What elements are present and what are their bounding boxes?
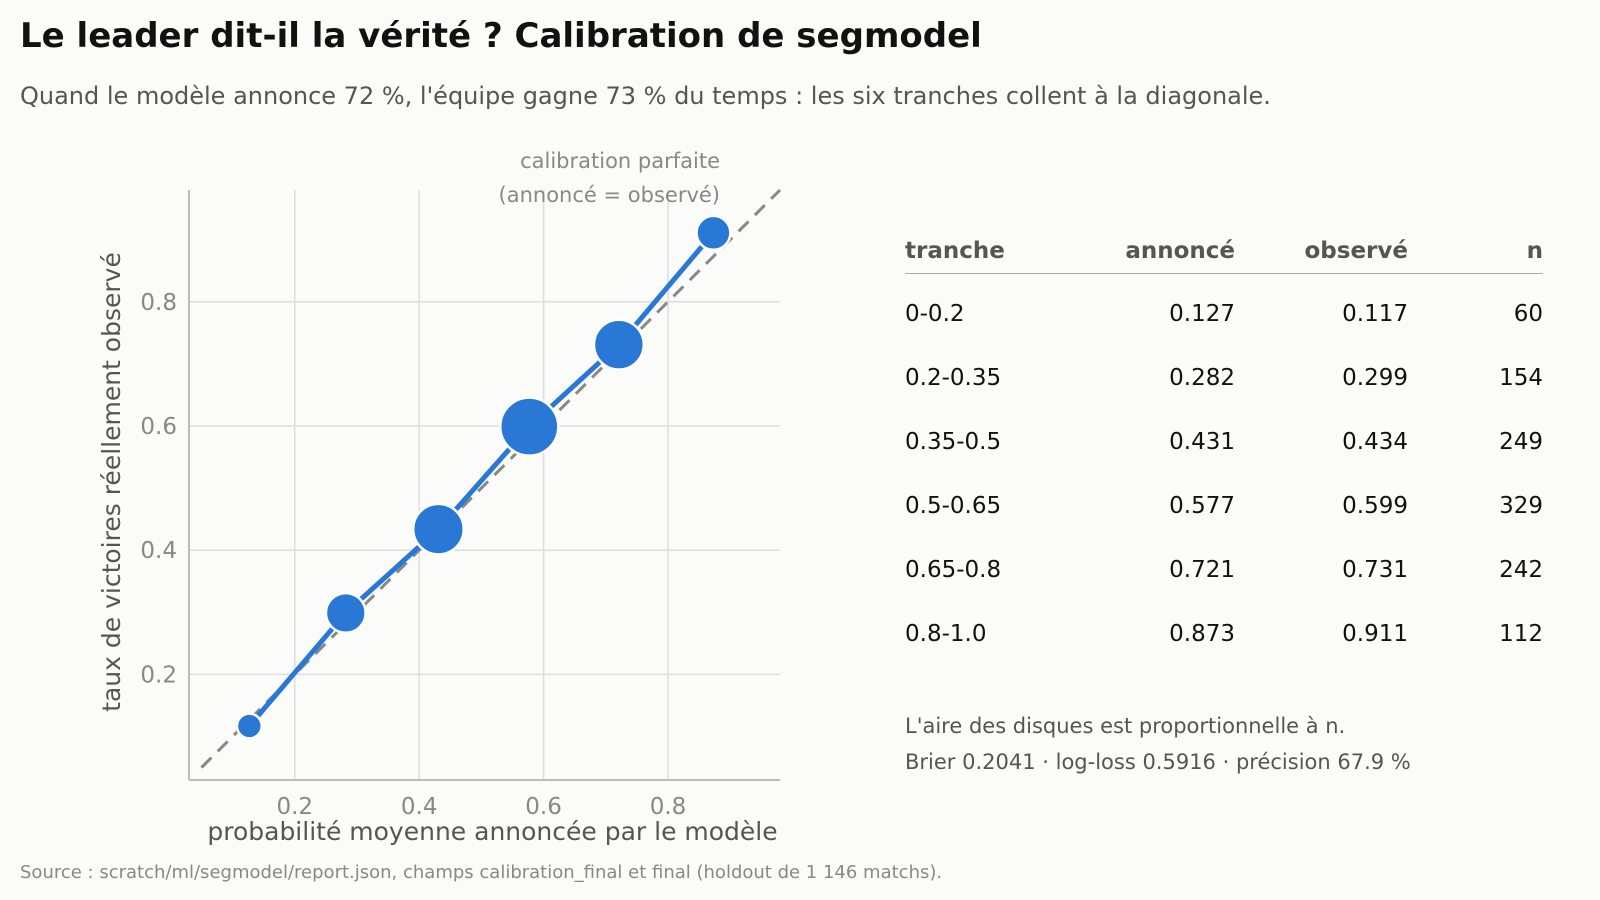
cell-announced: 0.721 — [1169, 557, 1235, 583]
calibration-point — [499, 396, 560, 457]
cell-tranche: 0.35-0.5 — [905, 429, 1002, 455]
table-row: 0.5-0.65 0.577 0.599 329 — [905, 474, 1543, 538]
cell-n: 329 — [1499, 493, 1543, 519]
cell-n: 112 — [1499, 621, 1543, 647]
diagonal-label-line1: calibration parfaite — [520, 149, 720, 173]
cell-tranche: 0.8-1.0 — [905, 621, 987, 647]
cell-n: 154 — [1499, 365, 1543, 391]
cell-n: 249 — [1499, 429, 1543, 455]
calibration-point — [411, 502, 465, 556]
cell-observed: 0.599 — [1342, 493, 1408, 519]
cell-observed: 0.434 — [1342, 429, 1408, 455]
cell-announced: 0.431 — [1169, 429, 1235, 455]
cell-announced: 0.577 — [1169, 493, 1235, 519]
chart-title: Le leader dit-il la vérité ? Calibration… — [20, 16, 982, 56]
header-announced: annoncé — [1125, 238, 1235, 264]
cell-tranche: 0.5-0.65 — [905, 493, 1002, 519]
header-tranche: tranche — [905, 238, 1005, 264]
y-tick-label: 0.6 — [140, 414, 177, 440]
cell-observed: 0.299 — [1342, 365, 1408, 391]
cell-observed: 0.911 — [1342, 621, 1408, 647]
cell-n: 60 — [1513, 301, 1543, 327]
calibration-point — [324, 591, 367, 635]
source-note: Source : scratch/ml/segmodel/report.json… — [20, 862, 943, 883]
diagonal-label-line2: (annoncé = observé) — [499, 183, 720, 207]
cell-announced: 0.873 — [1169, 621, 1235, 647]
chart-subtitle: Quand le modèle annonce 72 %, l'équipe g… — [20, 82, 1271, 110]
calibration-chart: 0.2 0.4 0.6 0.8 0.2 0.4 0.6 0.8 calibration par… — [97, 149, 782, 846]
calibration-point — [592, 318, 646, 371]
table-row: 0.2-0.35 0.282 0.299 154 — [905, 346, 1543, 410]
cell-tranche: 0.2-0.35 — [905, 365, 1002, 391]
table-row: 0-0.2 0.127 0.117 60 — [905, 282, 1543, 346]
header-observed: observé — [1304, 238, 1409, 264]
calibration-point — [695, 214, 732, 252]
x-tick-label: 0.2 — [276, 794, 313, 820]
cell-tranche: 0-0.2 — [905, 301, 965, 327]
table-header: tranche annoncé observé n — [905, 229, 1543, 274]
header-n: n — [1526, 238, 1543, 264]
x-tick-label: 0.6 — [525, 794, 562, 820]
table-row: 0.35-0.5 0.431 0.434 249 — [905, 410, 1543, 474]
cell-observed: 0.731 — [1342, 557, 1408, 583]
x-axis-label: probabilité moyenne annoncée par le modè… — [207, 817, 777, 846]
y-tick-label: 0.8 — [140, 290, 177, 316]
y-tick-label: 0.2 — [140, 662, 177, 688]
y-axis-label: taux de victoires réellement observé — [97, 252, 126, 712]
table-row: 0.8-1.0 0.873 0.911 112 — [905, 602, 1543, 666]
cell-tranche: 0.65-0.8 — [905, 557, 1002, 583]
cell-announced: 0.282 — [1169, 365, 1235, 391]
metrics-note: Brier 0.2041 · log-loss 0.5916 · précisi… — [905, 750, 1411, 774]
y-tick-label: 0.4 — [140, 538, 177, 564]
cell-announced: 0.127 — [1169, 301, 1235, 327]
calibration-point — [235, 712, 263, 740]
x-tick-label: 0.8 — [650, 794, 687, 820]
table-row: 0.65-0.8 0.721 0.731 242 — [905, 538, 1543, 602]
x-tick-label: 0.4 — [401, 794, 438, 820]
area-note: L'aire des disques est proportionnelle à… — [905, 714, 1346, 738]
calibration-table: tranche annoncé observé n 0-0.2 0.127 0.… — [905, 229, 1543, 666]
cell-observed: 0.117 — [1342, 301, 1408, 327]
cell-n: 242 — [1499, 557, 1543, 583]
